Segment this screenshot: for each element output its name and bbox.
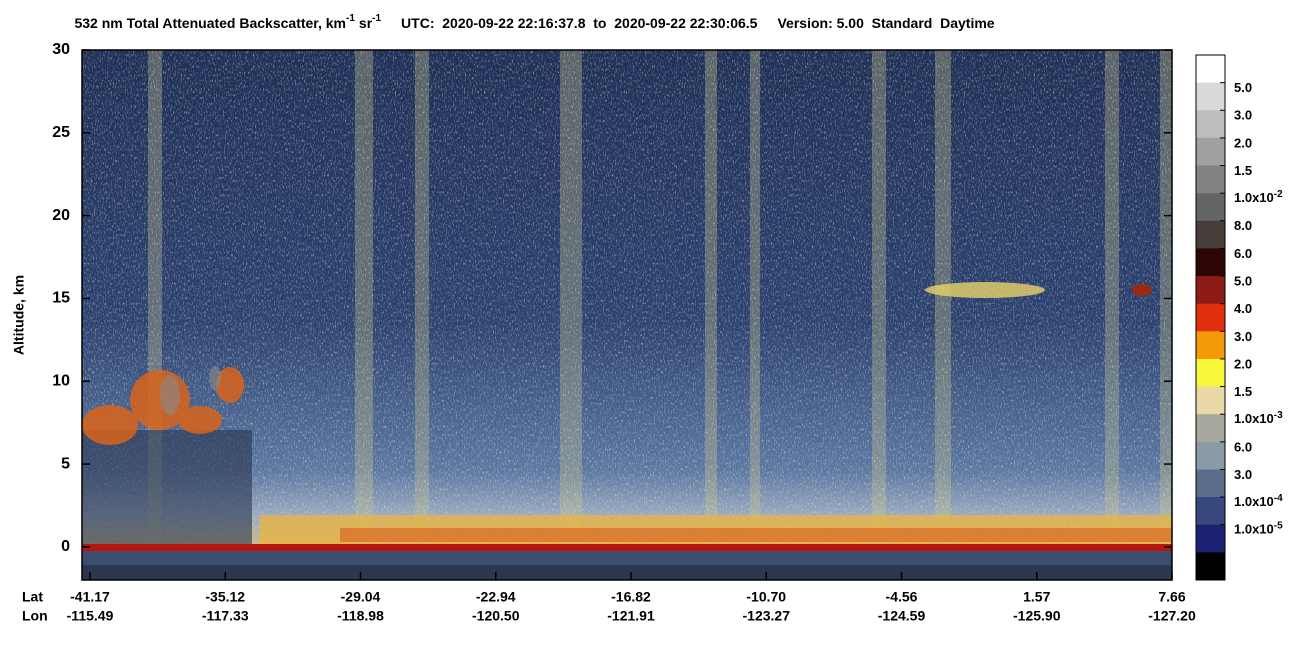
colorbar-label-exponent: -3 xyxy=(1274,410,1283,421)
colorbar-label-base: 1.0x10 xyxy=(1234,522,1274,537)
colorbar-label: 5.0 xyxy=(1234,80,1252,95)
y-tick-label: 0 xyxy=(61,538,70,555)
colorbar-block xyxy=(1196,497,1225,526)
colorbar-block xyxy=(1196,110,1225,139)
colorbar-block xyxy=(1196,55,1225,84)
title-exponent: -1 xyxy=(372,13,381,24)
x-row-name: Lon xyxy=(22,608,48,624)
x-tick-label: -10.70 xyxy=(746,589,786,605)
colorbar-block xyxy=(1196,331,1225,360)
title-version: Version: 5.00 Standard Daytime xyxy=(777,15,994,31)
y-tick-label: 20 xyxy=(52,207,70,224)
colorbar-block xyxy=(1196,386,1225,415)
colorbar-label: 3.0 xyxy=(1234,329,1252,344)
colorbar-block xyxy=(1196,137,1225,167)
colorbar-block xyxy=(1196,303,1225,332)
y-tick-label: 15 xyxy=(52,290,70,307)
colorbar-label: 2.0 xyxy=(1234,135,1252,150)
x-tick-label: -118.98 xyxy=(337,608,384,624)
colorbar-block xyxy=(1196,82,1225,111)
x-tick-label: -35.12 xyxy=(205,589,245,605)
colorbar-block xyxy=(1196,358,1225,388)
x-row-name: Lat xyxy=(22,589,43,605)
x-tick-label: -127.20 xyxy=(1148,608,1196,624)
chart-title: 532 nm Total Attenuated Backscatter, km-… xyxy=(55,13,1006,31)
x-tick-label: -41.17 xyxy=(70,589,110,605)
x-tick-label: -22.94 xyxy=(476,589,516,605)
colorbar-label-exponent: -5 xyxy=(1274,520,1283,531)
colorbar-block xyxy=(1196,165,1225,194)
colorbar-label-base: 1.0x10 xyxy=(1234,495,1274,510)
title-exponent: -1 xyxy=(346,13,355,24)
colorbar-block xyxy=(1196,414,1225,443)
title-unit: sr xyxy=(359,15,373,31)
title-utc: UTC: 2020-09-22 22:16:37.8 to 2020-09-22… xyxy=(401,15,758,31)
colorbar-label: 3.0 xyxy=(1234,108,1252,123)
x-tick-label: -117.33 xyxy=(202,608,249,624)
x-tick-label: -115.49 xyxy=(67,608,114,624)
x-tick-label: -120.50 xyxy=(472,608,520,624)
colorbar-label-exponent: -2 xyxy=(1274,189,1283,200)
x-tick-label: 7.66 xyxy=(1158,589,1185,605)
colorbar-label: 3.0 xyxy=(1234,467,1252,482)
colorbar-label: 1.0x10-2 xyxy=(1234,189,1283,206)
colorbar-label: 1.5 xyxy=(1234,163,1252,178)
x-tick-label: -123.27 xyxy=(743,608,791,624)
x-tick-label: -16.82 xyxy=(611,589,651,605)
colorbar-label-base: 1.0x10 xyxy=(1234,412,1274,427)
colorbar-block xyxy=(1196,220,1225,249)
x-tick-label: -4.56 xyxy=(886,589,918,605)
colorbar-label: 1.5 xyxy=(1234,384,1252,399)
y-tick-label: 5 xyxy=(61,455,70,472)
colorbar-label-exponent: -4 xyxy=(1274,493,1283,504)
x-tick-label: -121.91 xyxy=(607,608,655,624)
colorbar-block xyxy=(1196,193,1225,222)
colorbar-block xyxy=(1196,524,1225,553)
x-tick-label: -29.04 xyxy=(341,589,381,605)
colorbar-block xyxy=(1196,441,1225,470)
x-tick-label: 1.57 xyxy=(1023,589,1050,605)
colorbar-block xyxy=(1196,469,1225,498)
y-tick-label: 25 xyxy=(52,124,70,141)
colorbar-block xyxy=(1196,552,1225,581)
x-tick-label: -125.90 xyxy=(1013,608,1061,624)
backscatter-image xyxy=(82,50,1172,580)
title-main: 532 nm Total Attenuated Backscatter, km xyxy=(74,15,346,31)
colorbar-label: 6.0 xyxy=(1234,246,1252,261)
colorbar-frame xyxy=(1195,54,1226,581)
y-tick-label: 30 xyxy=(52,41,70,58)
colorbar-label: 2.0 xyxy=(1234,356,1252,371)
colorbar-block xyxy=(1196,248,1225,277)
colorbar-label: 8.0 xyxy=(1234,218,1252,233)
colorbar-label: 1.0x10-3 xyxy=(1234,410,1283,427)
x-tick-label: -124.59 xyxy=(878,608,926,624)
colorbar-label: 5.0 xyxy=(1234,273,1252,288)
colorbar-label: 4.0 xyxy=(1234,301,1252,316)
colorbar-label-base: 1.0x10 xyxy=(1234,191,1274,206)
colorbar-label: 6.0 xyxy=(1234,439,1252,454)
y-tick-label: 10 xyxy=(52,372,70,389)
colorbar-label: 1.0x10-5 xyxy=(1234,520,1283,537)
colorbar-label: 1.0x10-4 xyxy=(1234,493,1283,510)
colorbar-block xyxy=(1196,276,1225,305)
y-axis-label: Altitude, km xyxy=(11,275,27,355)
plot-frame xyxy=(81,49,1173,581)
